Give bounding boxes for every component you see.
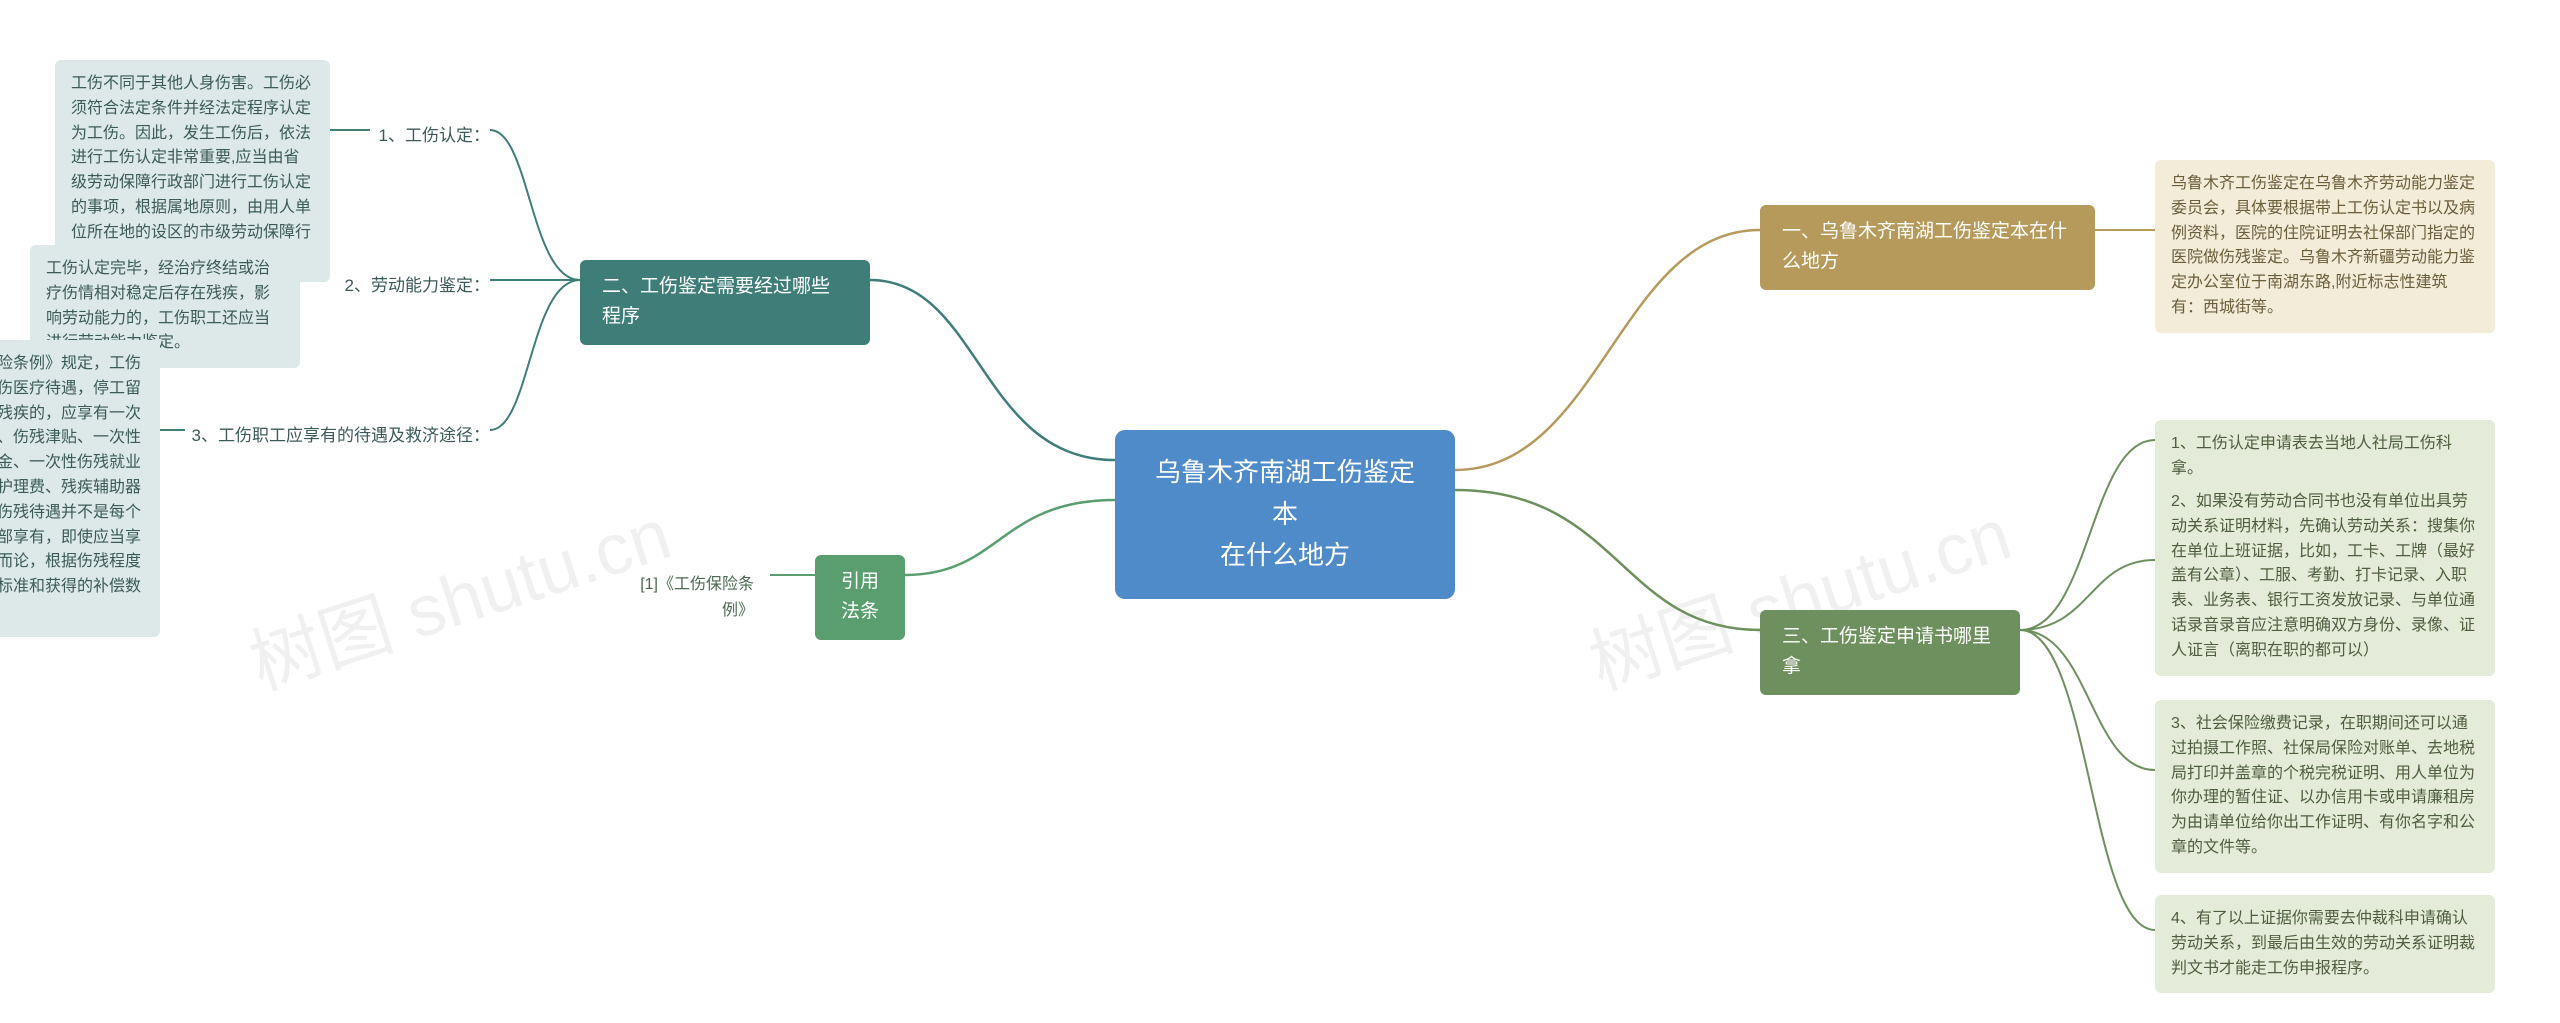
center-line1: 乌鲁木齐南湖工伤鉴定本 — [1145, 452, 1425, 535]
leaf-b3-3: 3、社会保险缴费记录，在职期间还可以通过拍摄工作照、社保局保险对账单、去地税局打… — [2155, 700, 2495, 873]
branch-1-l2: 么地方 — [1782, 247, 2073, 277]
branch-ref: 引用法条 — [815, 555, 905, 640]
center-node: 乌鲁木齐南湖工伤鉴定本 在什么地方 — [1115, 430, 1455, 599]
sub-2-2: 2、劳动能力鉴定： — [325, 268, 490, 303]
sub-2-1: 1、工伤认定： — [370, 118, 490, 153]
leaf-b3-2: 2、如果没有劳动合同书也没有单位出具劳动关系证明材料，先确认劳动关系：搜集你在单… — [2155, 478, 2495, 676]
center-line2: 在什么地方 — [1145, 535, 1425, 577]
branch-1-l1: 一、乌鲁木齐南湖工伤鉴定本在什 — [1782, 217, 2073, 247]
branch-2: 二、工伤鉴定需要经过哪些程序 — [580, 260, 870, 345]
leaf-b3-4: 4、有了以上证据你需要去仲裁科申请确认劳动关系，到最后由生效的劳动关系证明裁判文… — [2155, 895, 2495, 993]
leaf-2-3: 根据《工伤保险条例》规定，工伤职工应享有工伤医疗待遇，停工留薪待遇，造成残疾的，… — [0, 340, 160, 637]
leaf-ref: [1]《工伤保险条例》 — [615, 562, 770, 633]
branch-1: 一、乌鲁木齐南湖工伤鉴定本在什 么地方 — [1760, 205, 2095, 290]
leaf-b1: 乌鲁木齐工伤鉴定在乌鲁木齐劳动能力鉴定委员会，具体要根据带上工伤认定书以及病例资… — [2155, 160, 2495, 333]
branch-3: 三、工伤鉴定申请书哪里拿 — [1760, 610, 2020, 695]
sub-2-3: 3、工伤职工应享有的待遇及救济途径： — [185, 418, 490, 453]
